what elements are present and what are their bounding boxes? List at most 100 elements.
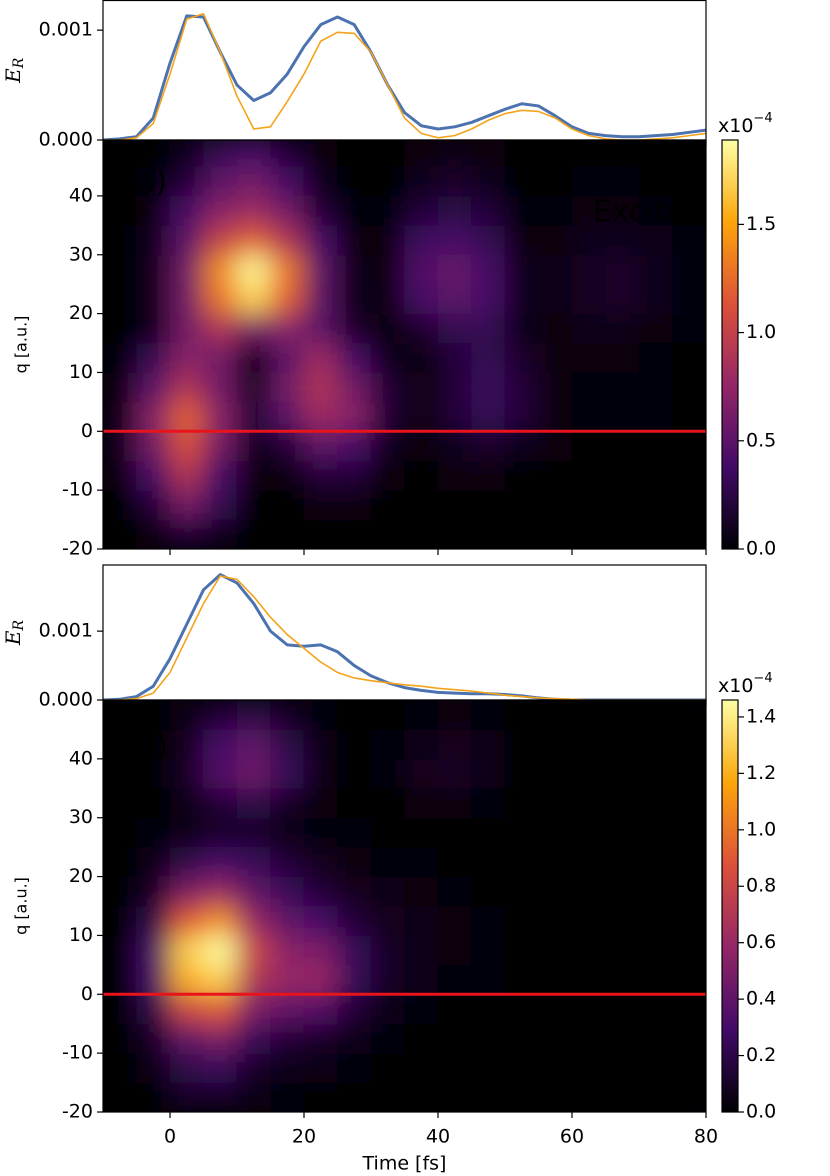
heatmap-cell bbox=[605, 489, 640, 520]
heatmap-cell bbox=[471, 342, 506, 373]
heatmap-cell bbox=[337, 758, 372, 789]
heatmap-cell bbox=[270, 758, 305, 789]
heatmap-cell bbox=[136, 489, 171, 520]
heatmap-cell bbox=[571, 964, 606, 995]
heatmap-cell bbox=[571, 313, 606, 344]
heatmap-cell bbox=[404, 993, 439, 1025]
heatmap-cell bbox=[337, 935, 372, 966]
heatmap-cell bbox=[605, 787, 640, 819]
heatmap-cell bbox=[571, 1023, 606, 1054]
heatmap-cell bbox=[437, 519, 472, 549]
heatmap-cell bbox=[638, 1052, 673, 1083]
heatmap-cell bbox=[437, 460, 472, 491]
heatmap-cell bbox=[203, 876, 238, 907]
colorbar-tick-label: 0.2 bbox=[746, 1044, 776, 1066]
heatmap-cell bbox=[672, 1052, 706, 1083]
annotation: a) bbox=[137, 165, 167, 200]
heatmap-cell bbox=[370, 700, 405, 730]
colorbar bbox=[722, 700, 738, 1112]
heatmap-cell bbox=[404, 519, 439, 549]
heatmap-cell bbox=[404, 905, 439, 936]
heatmap-cell bbox=[103, 729, 137, 760]
heatmap-cell bbox=[303, 342, 338, 373]
heatmap-cell bbox=[103, 225, 137, 256]
heatmap-cell bbox=[638, 140, 673, 167]
heatmap-cell bbox=[370, 195, 405, 226]
heatmap-cell bbox=[672, 225, 706, 256]
heatmap-cell bbox=[638, 1082, 673, 1112]
heatmap-cell bbox=[203, 342, 238, 373]
heatmap-cell bbox=[605, 1052, 640, 1083]
heatmap-cell bbox=[538, 254, 573, 285]
heatmap-cell bbox=[370, 140, 405, 167]
heatmap-cell bbox=[370, 1023, 405, 1054]
heatmap-cell bbox=[571, 758, 606, 789]
heatmap-cell bbox=[103, 140, 137, 167]
heatmap-cell bbox=[605, 993, 640, 1025]
heatmap-cell bbox=[270, 431, 305, 462]
heatmap-cell bbox=[538, 787, 573, 819]
heatmap-cell bbox=[337, 140, 372, 167]
y-axis-label-subscript: R bbox=[11, 619, 27, 631]
heatmap-cell bbox=[504, 700, 539, 730]
heatmap-cell bbox=[571, 1082, 606, 1112]
heatmap-cell bbox=[504, 758, 539, 789]
heatmap-cell bbox=[571, 140, 606, 167]
heatmap-cell bbox=[236, 729, 271, 760]
annotation: Photon bbox=[592, 759, 697, 794]
heatmap-cell bbox=[471, 225, 506, 256]
heatmap-cell bbox=[437, 372, 472, 403]
heatmap-cell bbox=[404, 876, 439, 907]
heatmap-cell bbox=[203, 758, 238, 789]
heatmap-cell bbox=[638, 195, 673, 226]
heatmap-cell bbox=[504, 254, 539, 285]
heatmap-cell bbox=[571, 993, 606, 1025]
heatmap-cell bbox=[370, 313, 405, 344]
heatmap-cell bbox=[538, 401, 573, 432]
x-tick-label: 20 bbox=[292, 1126, 316, 1148]
heatmap-cell bbox=[337, 519, 372, 549]
heatmap-cell bbox=[370, 905, 405, 936]
heatmap-cell bbox=[638, 519, 673, 549]
heatmap-cell bbox=[337, 166, 372, 197]
x-tick-label: 80 bbox=[694, 1126, 718, 1148]
heatmap-cell bbox=[136, 846, 171, 877]
heatmap-cell bbox=[504, 342, 539, 373]
heatmap-cell bbox=[169, 758, 204, 789]
heatmap-cell bbox=[437, 431, 472, 462]
heatmap-cell bbox=[404, 313, 439, 344]
heatmap-cell bbox=[538, 905, 573, 936]
heatmap-cell bbox=[605, 729, 640, 760]
heatmap-cell bbox=[471, 401, 506, 432]
heatmap-cell bbox=[437, 817, 472, 848]
heatmap-cell bbox=[571, 460, 606, 491]
heatmap-cell bbox=[337, 342, 372, 373]
heatmap-cell bbox=[638, 787, 673, 819]
heatmap-cell bbox=[337, 431, 372, 462]
heatmap-cell bbox=[103, 846, 137, 877]
heatmap-cell bbox=[236, 342, 271, 373]
heatmap-clip bbox=[103, 700, 706, 1112]
heatmap-cell bbox=[672, 817, 706, 848]
heatmap-cell bbox=[169, 905, 204, 936]
heatmap-cell bbox=[437, 401, 472, 432]
heatmap-cell bbox=[270, 283, 305, 314]
heatmap-cell bbox=[504, 283, 539, 314]
heatmap-cell bbox=[404, 166, 439, 197]
heatmap-cell bbox=[437, 846, 472, 877]
heatmap-cell bbox=[236, 254, 271, 285]
heatmap-cell bbox=[270, 787, 305, 819]
heatmap-cell bbox=[236, 313, 271, 344]
heatmap-cell bbox=[404, 460, 439, 491]
heatmap-cell bbox=[471, 140, 506, 167]
heatmap-cell bbox=[303, 431, 338, 462]
heatmap-cell bbox=[270, 1023, 305, 1054]
heatmap-cell bbox=[337, 1052, 372, 1083]
heatmap-cell bbox=[303, 1082, 338, 1112]
heatmap-cell bbox=[303, 905, 338, 936]
heatmap-cell bbox=[103, 372, 137, 403]
heatmap-cell bbox=[404, 1052, 439, 1083]
heatmap-cell bbox=[303, 166, 338, 197]
colorbar-tick-label: 0.0 bbox=[746, 1101, 776, 1123]
heatmap-cell bbox=[337, 905, 372, 936]
